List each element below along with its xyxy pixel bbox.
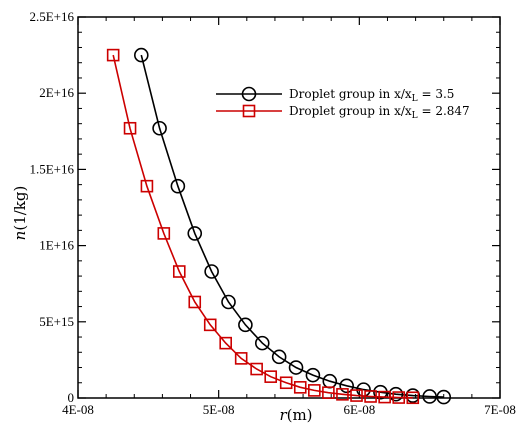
x-tick-label: 5E-08 <box>203 402 235 417</box>
y-axis-variable: n <box>11 231 29 241</box>
series-1-line <box>140 54 444 398</box>
legend-1-tail: = 3.5 <box>418 87 455 101</box>
data-point-square <box>203 318 217 332</box>
legend-label-series-1: Droplet group in x/xL = 3.5 <box>289 87 454 104</box>
legend-square-marker <box>242 104 256 118</box>
data-point-square <box>264 370 278 383</box>
data-point-square <box>106 48 120 62</box>
data-point-square <box>308 384 321 397</box>
series-2-line <box>112 54 413 399</box>
data-point-circle <box>405 388 421 403</box>
data-point-circle <box>134 47 149 63</box>
data-point-circle <box>170 178 186 194</box>
data-point-circle <box>152 120 167 136</box>
x-axis-title: r(m) <box>279 406 312 424</box>
legend: Droplet group in x/xL = 3.5 Droplet grou… <box>216 86 470 121</box>
data-point-circle <box>436 389 452 405</box>
series-1 <box>134 47 452 405</box>
x-axis-ticks: 4E-08 5E-08 6E-08 7E-08 <box>62 17 516 417</box>
data-point-circle <box>271 349 287 365</box>
y-tick-label: 0 <box>68 390 75 405</box>
y-tick-label: 2E+16 <box>39 85 74 100</box>
legend-1-main: Droplet group in x/x <box>289 87 412 101</box>
series-2 <box>106 48 420 405</box>
data-point-square <box>172 265 186 278</box>
data-point-square <box>406 391 420 405</box>
y-tick-label: 5E+15 <box>39 314 74 329</box>
data-point-square <box>234 352 248 365</box>
legend-2-tail: = 2.847 <box>418 104 470 118</box>
data-point-square <box>279 376 293 390</box>
legend-2-main: Droplet group in x/x <box>289 104 412 118</box>
data-point-circle <box>422 389 437 404</box>
series-layer <box>106 47 452 405</box>
data-point-square <box>322 386 335 399</box>
data-point-circle <box>288 360 304 375</box>
plot-axes <box>77 16 501 399</box>
x-axis-unit: (m) <box>287 406 313 424</box>
data-point-square <box>250 362 263 376</box>
x-tick-label: 7E-08 <box>484 402 516 417</box>
legend-label-series-2: Droplet group in x/xL = 2.847 <box>289 104 470 121</box>
y-tick-label: 1E+16 <box>39 238 74 253</box>
data-point-square <box>188 295 202 309</box>
data-point-circle <box>339 378 354 394</box>
data-point-circle <box>204 264 219 279</box>
data-point-circle <box>238 317 253 333</box>
data-point-square <box>219 336 232 350</box>
x-axis-variable: r <box>279 406 287 424</box>
data-point-square <box>378 390 391 404</box>
data-point-square <box>123 121 137 135</box>
x-tick-label: 6E-08 <box>343 402 375 417</box>
plot-frame <box>77 16 501 399</box>
legend-2-sub: L <box>412 111 418 121</box>
legend-circle-marker <box>241 86 257 102</box>
data-point-square <box>293 381 307 394</box>
data-point-square <box>392 391 406 404</box>
data-point-square <box>350 389 363 402</box>
y-tick-label: 2.5E+16 <box>29 9 74 24</box>
y-axis-ticks: 0 5E+15 1E+16 1.5E+16 2E+16 2.5E+16 <box>29 9 500 405</box>
data-point-circle <box>254 335 270 351</box>
data-point-square <box>336 388 349 401</box>
y-tick-label: 1.5E+16 <box>29 161 74 176</box>
data-point-square <box>364 390 377 403</box>
x-tick-label: 4E-08 <box>62 402 94 417</box>
legend-1-sub: L <box>412 94 418 104</box>
data-point-circle <box>221 294 236 310</box>
data-point-square <box>140 179 154 193</box>
y-axis-title: n(1/kg) <box>11 186 29 241</box>
y-axis-unit: (1/kg) <box>11 186 29 231</box>
data-point-circle <box>187 226 203 241</box>
data-point-square <box>157 227 171 240</box>
data-point-circle <box>305 367 321 383</box>
